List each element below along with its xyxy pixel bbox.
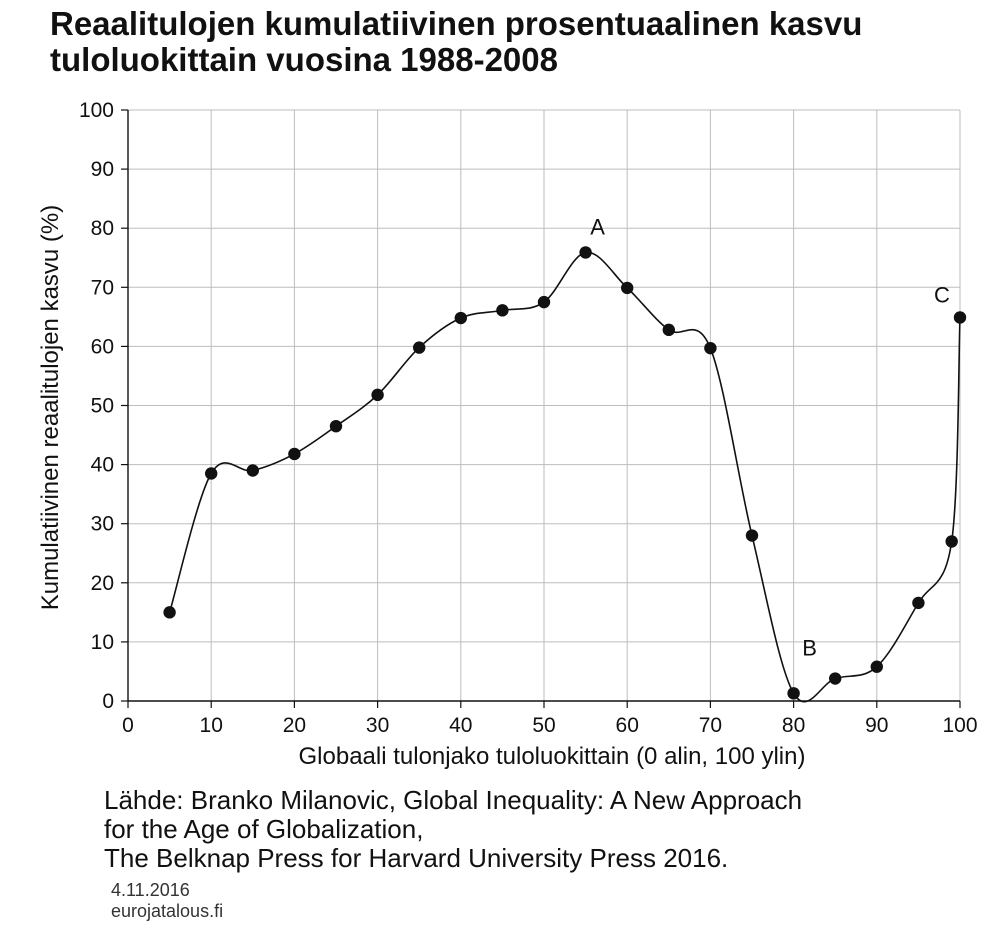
data-point: [454, 311, 467, 325]
axes: [121, 109, 961, 708]
source-line1: Lähde: Branko Milanovic, Global Inequali…: [104, 785, 803, 815]
annotation-a: A: [590, 214, 605, 239]
data-point: [945, 535, 958, 548]
publish-date: 4.11.2016: [111, 880, 190, 900]
data-point: [496, 304, 509, 317]
data-point: [829, 672, 842, 685]
data-point: [537, 295, 551, 309]
data-point: [745, 529, 759, 542]
data-point: [953, 311, 967, 324]
data-points: [163, 246, 967, 700]
chart-title-line2: tuloluokittain vuosina 1988-2008: [50, 41, 558, 78]
y-tick-label: 40: [91, 454, 114, 477]
y-tick-label: 90: [91, 158, 114, 181]
data-point: [662, 323, 675, 337]
line-chart: 0 10 20 30 40 50 60 70 80 90 100 0 10 20 30 40 50 60 70 80 9…: [37, 99, 978, 770]
data-point: [163, 606, 176, 619]
x-tick-label: 20: [283, 714, 306, 737]
y-tick-label: 30: [91, 513, 114, 536]
footer-meta: 4.11.2016 eurojatalous.fi: [111, 880, 223, 922]
site-name: eurojatalous.fi: [111, 901, 224, 921]
data-point: [912, 596, 925, 610]
x-tick-label: 60: [616, 714, 639, 737]
data-point: [371, 388, 384, 402]
data-point: [246, 464, 259, 477]
data-point: [329, 419, 343, 433]
grid: [127, 109, 961, 702]
chart-title-line1: Reaalitulojen kumulatiivinen prosentuaal…: [50, 5, 863, 42]
y-tick-label: 60: [91, 335, 114, 358]
y-tick-label: 0: [102, 690, 114, 713]
x-tick-label: 0: [122, 714, 134, 737]
source-citation: Lähde: Branko Milanovic, Global Inequali…: [104, 786, 802, 873]
data-point: [787, 687, 800, 700]
annotations: A B C: [590, 214, 950, 660]
chart-title: Reaalitulojen kumulatiivinen prosentuaal…: [50, 6, 862, 78]
source-line2: for the Age of Globalization,: [104, 814, 424, 844]
y-tick-label: 10: [91, 631, 114, 654]
y-tick-label: 20: [91, 572, 114, 595]
x-tick-label: 70: [699, 714, 722, 737]
y-tick-label: 100: [79, 99, 114, 122]
x-tick-label: 80: [782, 714, 805, 737]
x-tick-label: 40: [449, 714, 472, 737]
x-tick-label: 90: [865, 714, 888, 737]
x-tick-label: 30: [366, 714, 389, 737]
data-point: [870, 660, 883, 673]
data-point: [288, 447, 301, 461]
x-axis-label: Globaali tulonjako tuloluokittain (0 ali…: [299, 743, 806, 770]
data-point: [205, 467, 218, 480]
y-tick-label: 70: [91, 276, 114, 299]
series-line: [168, 251, 961, 703]
data-point: [413, 341, 426, 354]
x-tick-label: 50: [532, 714, 555, 737]
x-tick-label: 10: [200, 714, 223, 737]
data-point: [621, 281, 634, 295]
data-point: [579, 246, 592, 259]
annotation-b: B: [802, 635, 817, 660]
y-axis-label: Kumulatiivinen reaalitulojen kasvu (%): [37, 205, 64, 611]
x-tick-label: 100: [942, 714, 977, 737]
annotation-c: C: [934, 282, 950, 307]
source-line3: The Belknap Press for Harvard University…: [104, 843, 729, 873]
y-tick-label: 80: [91, 217, 114, 240]
data-point: [704, 341, 717, 355]
y-tick-label: 50: [91, 395, 114, 418]
tick-labels: 0 10 20 30 40 50 60 70 80 90 100 0 10 20 30 40 50 60 70 80 9…: [79, 99, 978, 737]
